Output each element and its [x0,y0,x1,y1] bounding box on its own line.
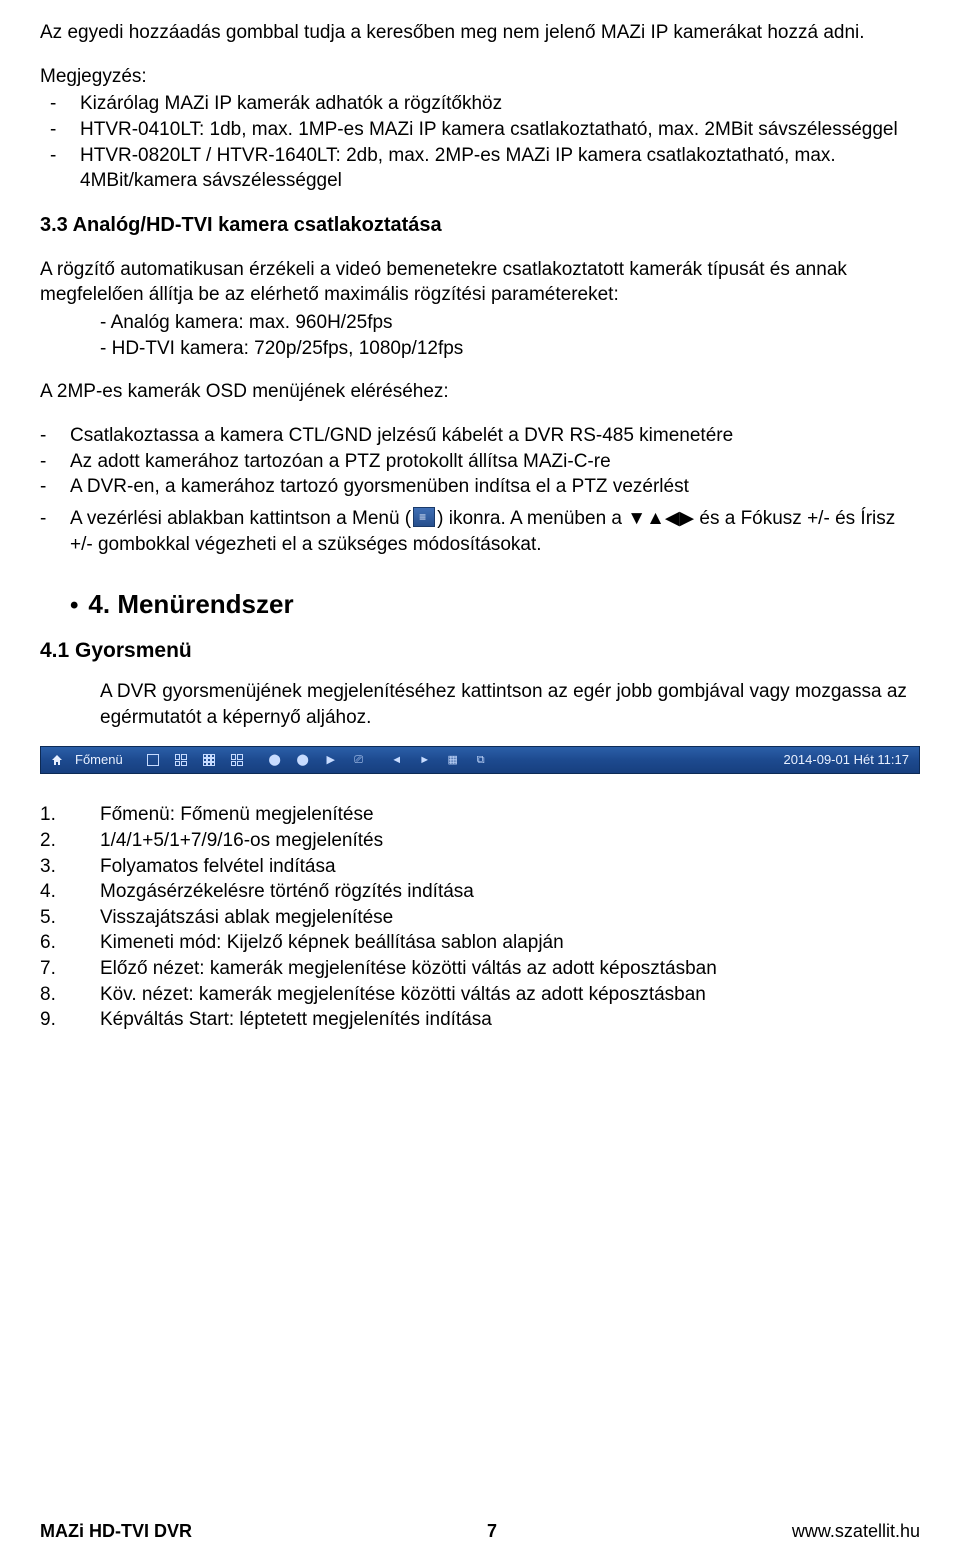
num-item: 6.Kimeneti mód: Kijelző képnek beállítás… [40,930,920,956]
main-menu-label: Főmenü [75,751,123,769]
section-4-heading: 4. Menürendszer [88,587,293,622]
num-item: 5.Visszajátszási ablak megjelenítése [40,905,920,931]
osd-item: -A DVR-en, a kamerához tartozó gyorsmenü… [40,474,920,500]
page-footer: MAZi HD-TVI DVR 7 www.szatellit.hu [40,1519,920,1543]
seq-start-icon: ▦ [445,752,461,768]
bullet-icon: • [70,590,78,622]
view-1-icon [145,752,161,768]
section-4-1-paragraph: A DVR gyorsmenüjének megjelenítéséhez ka… [40,679,920,730]
rec-motion-icon: ⬤ [295,752,311,768]
section-4-1-heading: 4.1 Gyorsmenü [40,637,920,665]
param-item: HD-TVI kamera: 720p/25fps, 1080p/12fps [100,336,920,362]
osd-item: -Az adott kamerához tartozóan a PTZ prot… [40,449,920,475]
dvr-menubar-screenshot: Főmenü ⬤ ⬤ ▶ ⎚ ◄ ► ▦ ⧉ 2014-09-01 Hét 11… [40,746,920,774]
next-view-icon: ► [417,752,433,768]
view-9-icon [201,752,217,768]
home-icon [49,752,65,768]
footer-left: MAZi HD-TVI DVR [40,1519,192,1543]
osd-list: -Csatlakoztassa a kamera CTL/GND jelzésű… [40,423,920,500]
section-4-heading-row: • 4. Menürendszer [40,587,920,622]
num-item: 8.Köv. nézet: kamerák megjelenítése közö… [40,982,920,1008]
playback-icon: ▶ [323,752,339,768]
num-item: 1.Főmenü: Főmenü megjelenítése [40,802,920,828]
prev-view-icon: ◄ [389,752,405,768]
param-item: Analóg kamera: max. 960H/25fps [100,310,920,336]
params-list: Analóg kamera: max. 960H/25fps HD-TVI ka… [40,310,920,361]
section-3-3-heading: 3.3 Analóg/HD-TVI kamera csatlakoztatása [40,212,920,239]
num-item: 3.Folyamatos felvétel indítása [40,854,920,880]
intro-paragraph: Az egyedi hozzáadás gombbal tudja a kere… [40,20,920,46]
footer-right: www.szatellit.hu [792,1519,920,1543]
view-icons-group [123,752,245,768]
osd-last-item-wrap: - A vezérlési ablakban kattintson a Menü… [40,506,920,557]
num-item: 9.Képváltás Start: léptetett megjeleníté… [40,1007,920,1033]
numbered-list: 1.Főmenü: Főmenü megjelenítése 2.1/4/1+5… [40,802,920,1033]
output-icon: ⎚ [351,752,367,768]
extra-icon: ⧉ [473,752,489,768]
nav-icons-group: ◄ ► ▦ ⧉ [367,752,489,768]
osd-item: -Csatlakoztassa a kamera CTL/GND jelzésű… [40,423,920,449]
num-item: 4.Mozgásérzékelésre történő rögzítés ind… [40,879,920,905]
osd-last-item: - A vezérlési ablakban kattintson a Menü… [40,506,920,557]
note-item: -HTVR-0820LT / HTVR-1640LT: 2db, max. 2M… [40,143,920,194]
section-3-3-paragraph: A rögzítő automatikusan érzékeli a videó… [40,257,920,308]
note-title: Megjegyzés: [40,64,920,90]
menubar-time: 2014-09-01 Hét 11:17 [783,751,919,769]
view-4-icon [173,752,189,768]
note-item: -HTVR-0410LT: 1db, max. 1MP-es MAZi IP k… [40,117,920,143]
osd-intro: A 2MP-es kamerák OSD menüjének eléréséhe… [40,379,920,405]
num-item: 2.1/4/1+5/1+7/9/16-os megjelenítés [40,828,920,854]
num-item: 7.Előző nézet: kamerák megjelenítése köz… [40,956,920,982]
menu-inline-icon [413,507,435,527]
footer-page-number: 7 [487,1519,497,1543]
note-item: -Kizárólag MAZi IP kamerák adhatók a rög… [40,91,920,117]
view-x-icon [229,752,245,768]
notes-list: -Kizárólag MAZi IP kamerák adhatók a rög… [40,91,920,194]
rec-cont-icon: ⬤ [267,752,283,768]
rec-icons-group: ⬤ ⬤ ▶ ⎚ [245,752,367,768]
